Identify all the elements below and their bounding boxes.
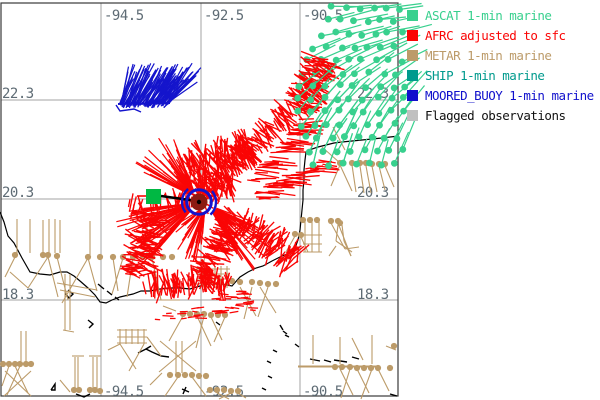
- legend-swatch-icon: [407, 109, 418, 121]
- legend-item: METAR 1-min marine: [407, 45, 600, 65]
- lat-label-left: 18.3: [2, 287, 34, 303]
- legend-swatch-icon: [407, 9, 418, 21]
- analysis-position-square: [146, 189, 161, 204]
- legend: ASCAT 1-min marine AFRC adjusted to sfc ME…: [407, 5, 600, 125]
- lon-label-top: -92.5: [204, 8, 244, 24]
- lon-label-bottom: -94.5: [104, 384, 144, 400]
- legend-label: ASCAT 1-min marine: [425, 7, 552, 23]
- afrc-flight-data: [116, 50, 345, 321]
- legend-item: MOORED_BUOY 1-min marine: [407, 85, 600, 105]
- storm-ring: [185, 188, 213, 216]
- lon-label-bottom: -90.5: [303, 384, 343, 400]
- legend-label: MOORED_BUOY 1-min marine: [425, 87, 594, 103]
- legend-label: SHIP 1-min marine: [425, 67, 545, 83]
- legend-label: AFRC adjusted to sfc: [425, 27, 566, 43]
- lon-label-top: -94.5: [104, 8, 144, 24]
- legend-label: METAR 1-min marine: [425, 47, 552, 63]
- legend-item: Flagged observations: [407, 105, 600, 125]
- storm-center-symbol: [146, 183, 218, 221]
- legend-item: ASCAT 1-min marine: [407, 5, 600, 25]
- lat-label-left: 22.3: [2, 86, 34, 102]
- legend-swatch-icon: [407, 49, 418, 61]
- legend-swatch-icon: [407, 69, 418, 81]
- metar-stations: [0, 126, 398, 400]
- lat-label-right: 20.3: [357, 185, 389, 201]
- legend-swatch-icon: [407, 29, 418, 41]
- ascat-swath-overlay: [294, 63, 360, 170]
- legend-item: SHIP 1-min marine: [407, 65, 600, 85]
- lat-label-right: 18.3: [357, 287, 389, 303]
- moored-buoy-cluster: [115, 62, 202, 113]
- legend-swatch-icon: [407, 89, 418, 101]
- lat-label-left: 20.3: [2, 185, 34, 201]
- legend-item: AFRC adjusted to sfc: [407, 25, 600, 45]
- lon-label-top: -90.5: [303, 8, 343, 24]
- legend-label: Flagged observations: [425, 107, 566, 123]
